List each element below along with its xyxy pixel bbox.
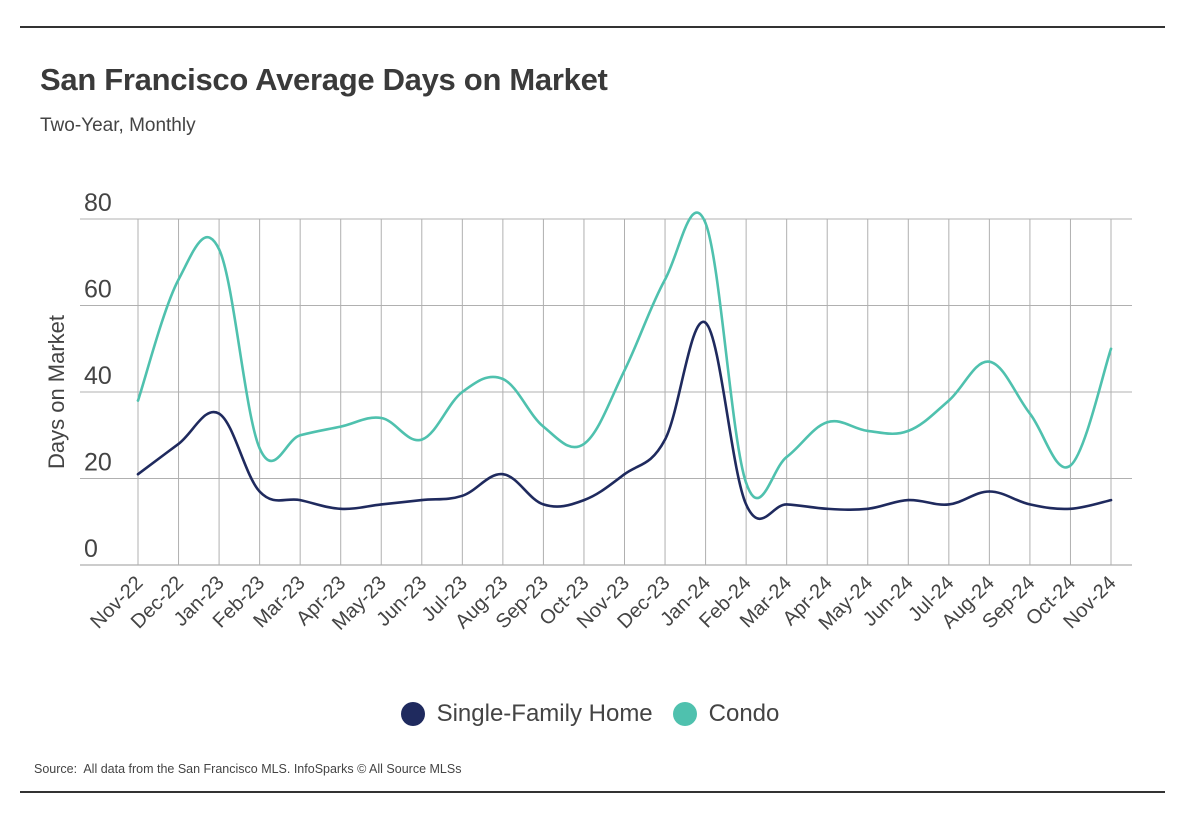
- line-chart: 020406080Nov-22Dec-22Jan-23Feb-23Mar-23A…: [44, 189, 1132, 635]
- legend-item-condo: Condo: [672, 700, 780, 728]
- data-point-condo: [785, 455, 788, 459]
- data-point-single-family: [866, 507, 869, 510]
- data-point-condo: [420, 438, 423, 441]
- chart-title: San Francisco Average Days on Market: [40, 62, 608, 97]
- data-point-single-family: [1069, 507, 1072, 510]
- data-point-condo: [177, 278, 180, 281]
- bottom-rule: [20, 791, 1165, 793]
- data-point-condo: [744, 481, 748, 484]
- data-point-condo: [217, 248, 221, 251]
- legend-label-condo: Condo: [708, 700, 780, 727]
- data-point-single-family: [258, 490, 261, 493]
- data-point-condo: [542, 425, 545, 428]
- data-point-condo: [136, 399, 140, 402]
- data-point-single-family: [177, 442, 180, 446]
- data-point-condo: [826, 421, 829, 424]
- data-point-single-family: [217, 412, 221, 415]
- y-tick-label: 0: [84, 535, 98, 563]
- data-point-single-family: [704, 321, 707, 324]
- axes: 020406080Nov-22Dec-22Jan-23Feb-23Mar-23A…: [84, 189, 1121, 635]
- data-point-single-family: [947, 503, 950, 506]
- data-point-condo: [339, 425, 342, 428]
- grid: [80, 218, 1132, 566]
- data-point-condo: [947, 399, 950, 402]
- data-point-single-family: [461, 494, 464, 497]
- y-tick-label: 40: [84, 362, 112, 390]
- data-point-single-family: [907, 498, 910, 502]
- data-point-condo: [461, 390, 464, 394]
- data-point-condo: [1028, 412, 1032, 415]
- y-tick-label: 20: [84, 449, 112, 477]
- legend: Single-Family Home Condo: [0, 700, 1180, 728]
- y-tick-label: 60: [84, 276, 112, 304]
- data-point-single-family: [744, 503, 748, 506]
- chart-subtitle: Two-Year, Monthly: [40, 115, 196, 136]
- data-point-single-family: [663, 438, 667, 441]
- source-note: Source: All data from the San Francisco …: [34, 762, 462, 776]
- data-point-single-family: [542, 503, 545, 506]
- legend-item-single-family: Single-Family Home: [400, 700, 653, 728]
- data-point-single-family: [988, 490, 991, 493]
- legend-swatch-condo: [672, 702, 697, 726]
- data-point-condo: [704, 222, 707, 225]
- data-point-single-family: [1028, 503, 1032, 506]
- data-point-condo: [1109, 347, 1113, 350]
- data-point-condo: [501, 377, 505, 381]
- y-axis-label: Days on Market: [44, 315, 69, 469]
- data-point-condo: [258, 447, 261, 450]
- data-point-condo: [299, 434, 302, 437]
- data-point-single-family: [785, 503, 788, 506]
- data-point-condo: [866, 429, 869, 433]
- data-point-single-family: [299, 498, 302, 502]
- y-tick-label: 80: [84, 189, 112, 217]
- top-rule: [20, 26, 1165, 28]
- data-point-single-family: [339, 507, 342, 510]
- data-point-condo: [380, 416, 383, 420]
- data-point-condo: [623, 369, 626, 372]
- data-point-condo: [988, 360, 991, 363]
- data-point-condo: [1069, 464, 1072, 467]
- data-point-single-family: [420, 498, 423, 502]
- series: [136, 211, 1113, 520]
- data-point-single-family: [380, 503, 383, 506]
- data-point-single-family: [826, 507, 829, 510]
- data-point-single-family: [582, 498, 586, 502]
- data-point-single-family: [1109, 498, 1113, 502]
- data-point-single-family: [501, 473, 505, 476]
- data-point-condo: [582, 442, 586, 446]
- data-point-single-family: [136, 473, 140, 476]
- data-point-condo: [663, 278, 667, 281]
- legend-label-single-family: Single-Family Home: [436, 700, 653, 727]
- data-point-single-family: [623, 473, 626, 476]
- data-point-condo: [907, 429, 910, 433]
- legend-swatch-single-family: [400, 702, 425, 726]
